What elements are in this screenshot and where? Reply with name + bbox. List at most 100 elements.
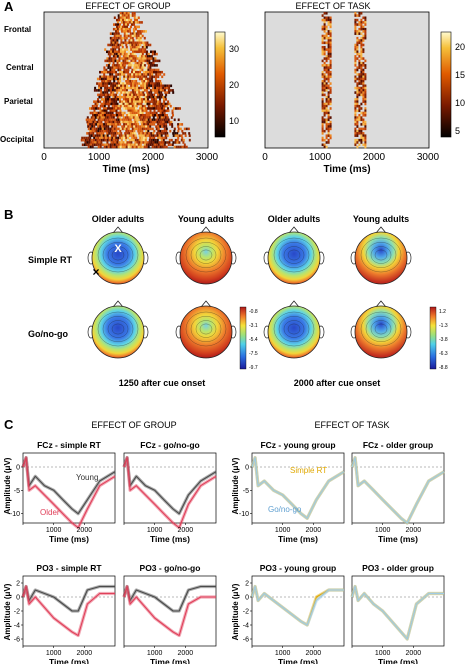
heatmap-group-cell bbox=[93, 100, 96, 103]
heatmap-group-cell bbox=[98, 134, 101, 137]
heatmap-group-cell bbox=[111, 70, 113, 74]
heatmap-task-cell bbox=[325, 141, 328, 144]
heatmap-group-cell bbox=[91, 145, 94, 149]
erp-ytick-label: -10 bbox=[10, 511, 20, 518]
heatmap-group-cell bbox=[135, 36, 138, 40]
heatmap-group-cell bbox=[103, 100, 106, 103]
heatmap-group-cell bbox=[111, 46, 114, 49]
heatmap-task-cell bbox=[323, 84, 326, 88]
heatmap-group-cell bbox=[98, 86, 101, 90]
heatmap-task-cell bbox=[325, 68, 328, 72]
heatmap-group-cell bbox=[145, 109, 148, 113]
heatmap-task-cell bbox=[327, 98, 330, 101]
heatmap-group-cell bbox=[145, 145, 148, 149]
heatmap-task-cell bbox=[354, 75, 357, 79]
heatmap-group-cell bbox=[166, 120, 169, 124]
heatmap-group-cell bbox=[137, 118, 140, 122]
heatmap-group-cell bbox=[155, 145, 158, 149]
heatmap-group-cell bbox=[110, 120, 113, 124]
heatmap-group-cell bbox=[126, 59, 129, 63]
heatmap-group-cell bbox=[130, 95, 133, 99]
heatmap-group-cell bbox=[122, 102, 125, 106]
heatmap-group-cell bbox=[122, 82, 125, 85]
heatmap-group-cell bbox=[134, 132, 137, 135]
erp-ytick-label: -10 bbox=[239, 511, 249, 518]
heatmap-group-cell bbox=[86, 138, 89, 142]
heatmap-group-cell bbox=[115, 52, 118, 56]
heatmap-group-cell bbox=[125, 143, 128, 147]
heatmap-group-cell bbox=[123, 75, 126, 79]
heatmap-task-cell bbox=[356, 86, 359, 90]
heatmap-group-cell bbox=[94, 134, 97, 137]
heatmap-group-cell bbox=[146, 50, 148, 54]
heatmap-group-cell bbox=[93, 109, 96, 113]
heatmap-group-cell bbox=[131, 52, 134, 56]
heatmap-group-cell bbox=[104, 59, 107, 63]
heatmap-task-cell bbox=[323, 57, 326, 60]
heatmap-group-cell bbox=[129, 93, 132, 97]
heatmap-task-cell bbox=[323, 18, 326, 22]
heatmap-group-cell bbox=[128, 141, 131, 144]
heatmap-group-cell bbox=[140, 132, 143, 135]
heatmap-group-cell bbox=[140, 55, 143, 58]
heatmap-group-cell bbox=[97, 136, 100, 140]
heatmap-group-cell bbox=[170, 138, 173, 142]
heatmap-task bbox=[264, 11, 430, 149]
heatmap-task-cell bbox=[364, 27, 367, 31]
topo-contour bbox=[370, 320, 392, 338]
heatmap-group-cell bbox=[109, 98, 111, 101]
heatmap-group-cell bbox=[160, 95, 163, 99]
heatmap-task-cell bbox=[327, 55, 330, 58]
heatmap-group-cell bbox=[100, 102, 103, 106]
heatmap-group-cell bbox=[97, 93, 100, 97]
heatmap-group-cell bbox=[109, 70, 111, 74]
erp-plot-title: FCz - older group bbox=[363, 440, 433, 450]
heatmap-group-cell bbox=[105, 127, 108, 131]
heatmap-group-cell bbox=[127, 52, 130, 56]
heatmap-task-cell bbox=[327, 48, 330, 51]
heatmap-group-cell bbox=[158, 102, 161, 106]
heatmap-group-cell bbox=[137, 100, 140, 103]
heatmap-group-cell bbox=[144, 114, 146, 117]
topo-maps bbox=[87, 226, 412, 359]
heatmap-task-cell bbox=[325, 86, 328, 90]
heatmap-group-cell bbox=[181, 136, 184, 140]
heatmap-group-cell bbox=[141, 34, 144, 38]
heatmap-group-cell bbox=[120, 120, 123, 124]
heatmap-task-cell bbox=[364, 66, 367, 69]
heatmap-group-cell bbox=[134, 57, 137, 60]
heatmap-group-cell bbox=[131, 75, 134, 79]
heatmap-group-cell bbox=[103, 143, 106, 147]
heatmap-group-cell bbox=[134, 50, 136, 54]
heatmap-group-cell bbox=[103, 127, 106, 131]
heatmap-group-cell bbox=[165, 129, 168, 133]
heatmap-group-cell bbox=[153, 107, 155, 110]
heatmap-group-cell bbox=[162, 102, 165, 106]
heatmap-task-cell bbox=[327, 46, 330, 49]
heatmap-task-cell bbox=[356, 123, 359, 126]
heatmap-task-cell bbox=[364, 95, 367, 99]
heatmap-group-cell bbox=[158, 120, 161, 124]
heatmap-group-cell bbox=[152, 116, 155, 119]
heatmap-group-cell bbox=[156, 134, 159, 137]
heatmap-group-cell bbox=[157, 143, 160, 147]
heatmap-group-cell bbox=[153, 75, 156, 79]
heatmap-group-cell bbox=[145, 136, 148, 140]
heatmap-group-cell bbox=[185, 127, 188, 131]
heatmap-group-cell bbox=[126, 61, 129, 65]
heatmap-group-cell bbox=[106, 91, 109, 94]
heatmap-group-cell bbox=[112, 41, 115, 45]
heatmap-group-cell bbox=[115, 123, 118, 126]
heatmap-group-cell bbox=[129, 107, 131, 110]
heatmap-group-cell bbox=[100, 91, 103, 94]
heatmap-task-cell bbox=[364, 93, 367, 97]
topo-head-r2-c4 bbox=[350, 300, 412, 359]
heatmap-group-cell bbox=[139, 118, 142, 122]
heatmap-group-cell bbox=[113, 100, 116, 103]
region-label-occipital: Occipital bbox=[0, 135, 34, 144]
heatmap-task-cell bbox=[327, 18, 330, 22]
heatmap-group-cell bbox=[123, 127, 126, 131]
heatmap-group-cell bbox=[123, 52, 126, 56]
heatmap-group-cell bbox=[134, 86, 137, 90]
